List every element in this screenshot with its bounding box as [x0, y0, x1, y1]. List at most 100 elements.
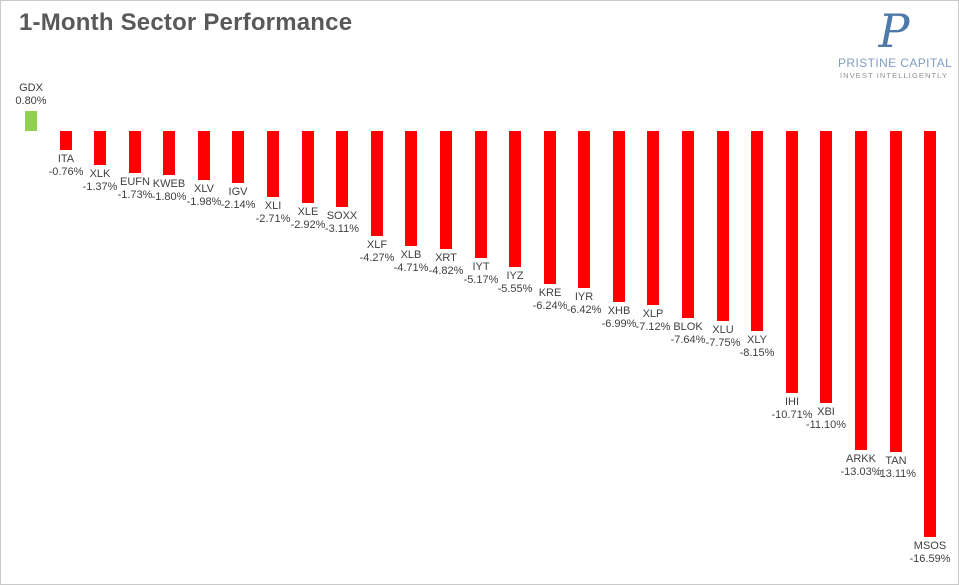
value-label: -1.73% — [117, 189, 153, 201]
bar-IGV — [232, 131, 244, 183]
bar-label-XLI: XLI -2.71% — [241, 200, 305, 226]
ticker-label: ARKK — [846, 453, 876, 465]
value-label: -13.11% — [875, 468, 917, 480]
value-label: -11.10% — [805, 419, 847, 431]
value-label: -2.92% — [290, 219, 326, 231]
bar-label-IGV: IGV -2.14% — [206, 186, 270, 212]
value-label: -5.17% — [463, 274, 499, 286]
bar-XLY — [751, 131, 763, 331]
value-label: -1.37% — [82, 181, 118, 193]
ticker-label: XHB — [607, 305, 631, 317]
bar-label-XLF: XLF -4.27% — [345, 239, 409, 265]
ticker-label: XLI — [264, 200, 282, 212]
ticker-label: SOXX — [326, 210, 358, 222]
value-label: -13.03% — [840, 466, 882, 478]
bar-label-XLK: XLK -1.37% — [68, 168, 132, 194]
bar-MSOS — [924, 131, 936, 537]
value-label: -1.98% — [186, 196, 222, 208]
value-label: -8.15% — [739, 347, 775, 359]
bar-label-GDX: GDX 0.80% — [1, 82, 63, 108]
bar-XLF — [371, 131, 383, 236]
ticker-label: KWEB — [152, 178, 186, 190]
pristine-capital-logo: P PRISTINE CAPITAL INVEST INTELLIGENTLY — [838, 4, 953, 81]
ticker-label: MSOS — [913, 540, 947, 552]
bar-XLB — [405, 131, 417, 246]
bar-label-KWEB: KWEB -1.80% — [137, 178, 201, 204]
bar-label-ARKK: ARKK -13.03% — [829, 453, 893, 479]
bar-label-XLE: XLE -2.92% — [276, 206, 340, 232]
value-label: -10.71% — [771, 409, 813, 421]
bar-ITA — [60, 131, 72, 150]
value-label: -4.27% — [359, 252, 395, 264]
bar-label-XLV: XLV -1.98% — [172, 183, 236, 209]
bar-XLU — [717, 131, 729, 321]
bar-label-MSOS: MSOS -16.59% — [898, 540, 958, 566]
ticker-label: XLP — [642, 308, 664, 320]
value-label: -16.59% — [909, 553, 951, 565]
bar-IYT — [475, 131, 487, 258]
logo-tagline: INVEST INTELLIGENTLY — [840, 71, 948, 81]
ticker-label: GDX — [19, 82, 43, 94]
bar-label-KRE: KRE -6.24% — [518, 287, 582, 313]
bar-label-XRT: XRT -4.82% — [414, 252, 478, 278]
bar-label-XLY: XLY -8.15% — [725, 334, 789, 360]
bar-XBI — [820, 131, 832, 403]
ticker-label: ITA — [57, 153, 75, 165]
value-label: -4.71% — [393, 262, 429, 274]
bar-ARKK — [855, 131, 867, 450]
bar-IYR — [578, 131, 590, 288]
ticker-label: IYT — [472, 261, 490, 273]
bar-label-IHI: IHI -10.71% — [760, 396, 824, 422]
bar-IHI — [786, 131, 798, 393]
bar-XHB — [613, 131, 625, 302]
ticker-label: XLB — [400, 249, 422, 261]
value-label: 0.80% — [15, 95, 47, 107]
value-label: -4.82% — [428, 265, 464, 277]
bar-EUFN — [129, 131, 141, 173]
value-label: -6.24% — [532, 300, 568, 312]
logo-company-name: PRISTINE CAPITAL — [838, 56, 953, 70]
ticker-label: TAN — [885, 455, 907, 467]
ticker-label: XRT — [435, 252, 457, 264]
value-label: -6.99% — [601, 318, 637, 330]
chart-title: 1-Month Sector Performance — [19, 9, 353, 36]
value-label: -2.14% — [220, 199, 256, 211]
bar-XLK — [94, 131, 106, 165]
ticker-label: XLV — [194, 183, 214, 195]
ticker-label: IYZ — [506, 270, 524, 282]
bar-label-IYT: IYT -5.17% — [449, 261, 513, 287]
bar-label-IYR: IYR -6.42% — [552, 291, 616, 317]
value-label: -7.12% — [635, 321, 671, 333]
value-label: -7.64% — [670, 334, 706, 346]
logo-monogram-p-icon: P — [878, 4, 910, 58]
bar-KRE — [544, 131, 556, 284]
value-label: -3.11% — [324, 223, 360, 235]
bar-label-XLU: XLU -7.75% — [691, 324, 755, 350]
value-label: -2.71% — [255, 213, 291, 225]
value-label: -1.80% — [151, 191, 187, 203]
ticker-label: XLU — [712, 324, 734, 336]
bar-XLI — [267, 131, 279, 197]
value-label: -7.75% — [705, 337, 741, 349]
bar-label-IYZ: IYZ -5.55% — [483, 270, 547, 296]
bar-KWEB — [163, 131, 175, 175]
bar-label-SOXX: SOXX -3.11% — [310, 210, 374, 236]
bar-GDX — [25, 111, 37, 131]
bar-label-ITA: ITA -0.76% — [34, 153, 98, 179]
ticker-label: EUFN — [120, 176, 150, 188]
ticker-label: IGV — [228, 186, 248, 198]
bar-label-TAN: TAN -13.11% — [864, 455, 928, 481]
bar-XRT — [440, 131, 452, 249]
ticker-label: XLK — [89, 168, 111, 180]
bar-TAN — [890, 131, 902, 452]
bar-XLV — [198, 131, 210, 180]
bar-label-XLB: XLB -4.71% — [379, 249, 443, 275]
bar-SOXX — [336, 131, 348, 207]
bar-BLOK — [682, 131, 694, 318]
bar-label-XBI: XBI -11.10% — [794, 406, 858, 432]
ticker-label: XBI — [817, 406, 835, 418]
bar-label-XHB: XHB -6.99% — [587, 305, 651, 331]
bar-label-EUFN: EUFN -1.73% — [103, 176, 167, 202]
